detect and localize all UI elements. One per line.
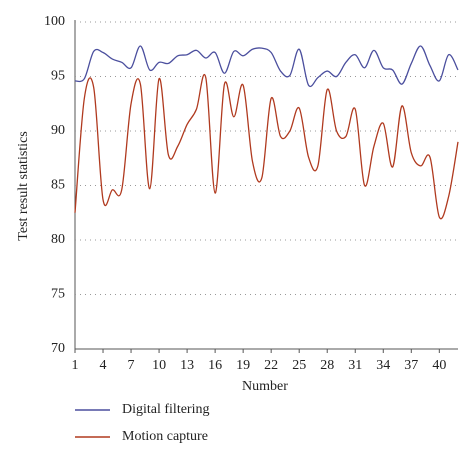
x-tick-label: 7 bbox=[128, 358, 135, 373]
x-tick-label: 16 bbox=[208, 358, 222, 373]
y-tick-label: 90 bbox=[51, 123, 65, 138]
y-tick-label: 70 bbox=[51, 341, 65, 356]
x-tick-label: 34 bbox=[376, 358, 390, 373]
series-line bbox=[74, 73, 459, 220]
x-axis-label: Number bbox=[242, 379, 288, 394]
y-tick-label: 85 bbox=[51, 178, 65, 193]
x-tick-label: 19 bbox=[236, 358, 250, 373]
y-tick-label: 95 bbox=[51, 69, 65, 84]
series-line bbox=[74, 45, 459, 88]
y-tick-label: 80 bbox=[51, 232, 65, 247]
x-tick-label: 40 bbox=[432, 358, 446, 373]
x-tick-label: 31 bbox=[348, 358, 362, 373]
x-tick-label: 10 bbox=[152, 358, 166, 373]
x-tick-label: 37 bbox=[404, 358, 418, 373]
x-tick-label: 25 bbox=[292, 358, 306, 373]
x-tick-label: 28 bbox=[320, 358, 334, 373]
legend-label: Digital filtering bbox=[122, 402, 209, 417]
legend-label: Motion capture bbox=[122, 429, 208, 444]
x-tick-label: 1 bbox=[72, 358, 79, 373]
y-tick-label: 100 bbox=[44, 14, 65, 29]
y-axis-label: Test result statistics bbox=[16, 131, 31, 240]
x-tick-label: 4 bbox=[100, 358, 107, 373]
y-tick-label: 75 bbox=[51, 287, 65, 302]
x-tick-label: 13 bbox=[180, 358, 194, 373]
x-tick-label: 22 bbox=[264, 358, 278, 373]
